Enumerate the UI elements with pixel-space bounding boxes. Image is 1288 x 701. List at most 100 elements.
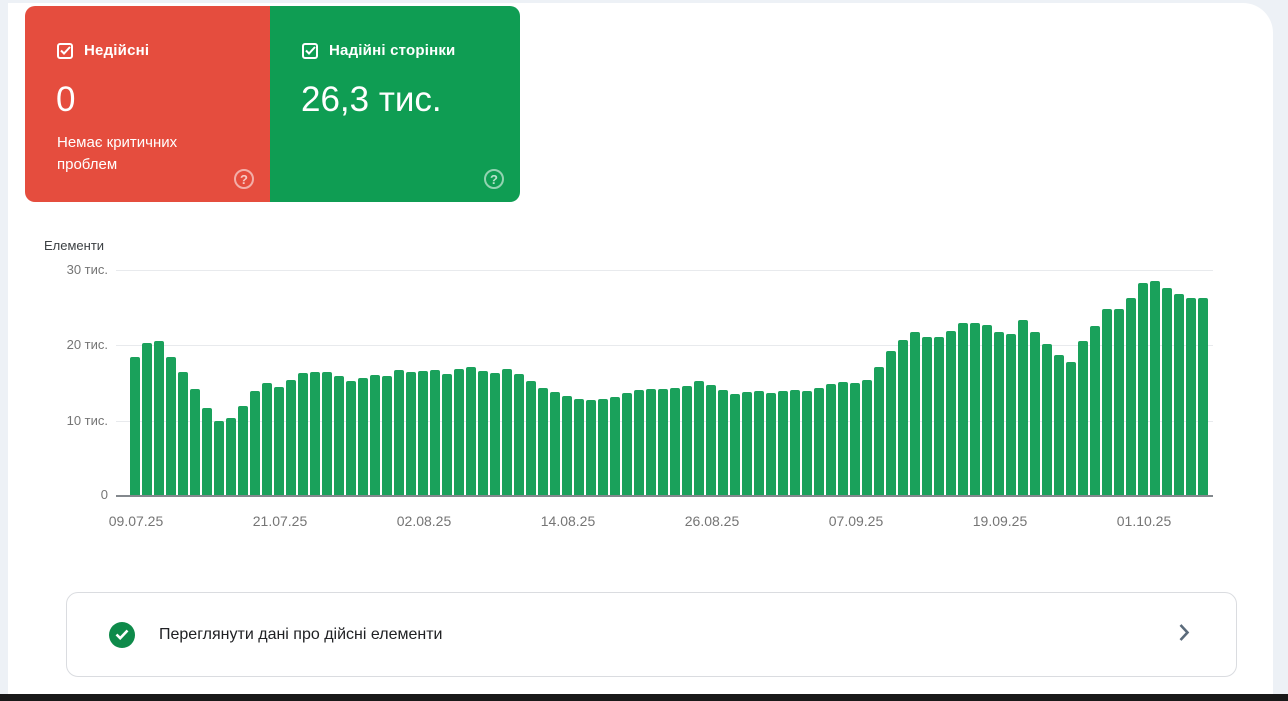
bar[interactable]	[1030, 332, 1040, 495]
bar[interactable]	[478, 371, 488, 495]
bar[interactable]	[286, 380, 296, 495]
bar[interactable]	[370, 375, 380, 495]
bar[interactable]	[1126, 298, 1136, 495]
help-icon[interactable]: ?	[234, 169, 254, 189]
bar[interactable]	[538, 388, 548, 495]
bar[interactable]	[622, 393, 632, 495]
bar[interactable]	[190, 389, 200, 495]
bar[interactable]	[550, 392, 560, 495]
bar[interactable]	[406, 372, 416, 495]
bar[interactable]	[310, 372, 320, 495]
bar[interactable]	[946, 331, 956, 495]
bar[interactable]	[130, 357, 140, 495]
bar[interactable]	[226, 418, 236, 495]
bar[interactable]	[1054, 355, 1064, 495]
bar[interactable]	[562, 396, 572, 495]
bar[interactable]	[598, 399, 608, 495]
chevron-right-icon[interactable]	[1178, 622, 1190, 647]
bar[interactable]	[682, 386, 692, 495]
bar[interactable]	[442, 374, 452, 495]
bar[interactable]	[754, 391, 764, 495]
bar[interactable]	[466, 367, 476, 495]
bar[interactable]	[922, 337, 932, 495]
bar[interactable]	[490, 373, 500, 495]
bar[interactable]	[634, 390, 644, 495]
bar[interactable]	[1066, 362, 1076, 495]
bar[interactable]	[1114, 309, 1124, 495]
bar[interactable]	[430, 370, 440, 495]
card-invalid-value: 0	[56, 80, 76, 119]
bar[interactable]	[814, 388, 824, 495]
bar[interactable]	[202, 408, 212, 495]
checkbox-invalid[interactable]	[57, 42, 73, 59]
bar[interactable]	[166, 357, 176, 495]
bar[interactable]	[934, 337, 944, 495]
bar[interactable]	[526, 381, 536, 495]
bar[interactable]	[1078, 341, 1088, 495]
bar[interactable]	[982, 325, 992, 495]
help-icon[interactable]: ?	[484, 169, 504, 189]
bar[interactable]	[322, 372, 332, 495]
bar[interactable]	[1018, 320, 1028, 495]
bar[interactable]	[850, 383, 860, 495]
bar[interactable]	[142, 343, 152, 495]
bar[interactable]	[454, 369, 464, 495]
bar[interactable]	[574, 399, 584, 495]
bar[interactable]	[718, 390, 728, 495]
bar[interactable]	[382, 376, 392, 495]
bar[interactable]	[178, 372, 188, 495]
bar[interactable]	[790, 390, 800, 495]
bar[interactable]	[1150, 281, 1160, 495]
valid-items-link-row[interactable]: Переглянути дані про дійсні елементи	[66, 592, 1237, 677]
bar[interactable]	[394, 370, 404, 495]
bar[interactable]	[238, 406, 248, 495]
bar[interactable]	[862, 380, 872, 495]
bar[interactable]	[838, 382, 848, 495]
bar[interactable]	[826, 384, 836, 495]
bar[interactable]	[1162, 288, 1172, 495]
bar[interactable]	[1198, 298, 1208, 495]
bar[interactable]	[1042, 344, 1052, 495]
bar[interactable]	[1102, 309, 1112, 495]
bar[interactable]	[1138, 283, 1148, 495]
bar[interactable]	[502, 369, 512, 495]
bar[interactable]	[958, 323, 968, 495]
bar[interactable]	[1090, 326, 1100, 495]
bar[interactable]	[514, 374, 524, 495]
bar[interactable]	[418, 371, 428, 495]
bar[interactable]	[154, 341, 164, 495]
bar[interactable]	[1006, 334, 1016, 495]
bar[interactable]	[898, 340, 908, 495]
bar[interactable]	[358, 378, 368, 495]
bar[interactable]	[610, 397, 620, 495]
bar[interactable]	[994, 332, 1004, 495]
bar[interactable]	[346, 381, 356, 495]
bar[interactable]	[886, 351, 896, 495]
bar[interactable]	[262, 383, 272, 495]
bar[interactable]	[730, 394, 740, 495]
bar[interactable]	[274, 387, 284, 495]
bar[interactable]	[646, 389, 656, 495]
bar[interactable]	[586, 400, 596, 495]
bar[interactable]	[766, 393, 776, 495]
bar[interactable]	[874, 367, 884, 495]
bar[interactable]	[658, 389, 668, 495]
x-axis-tick-label: 01.10.25	[1116, 513, 1172, 529]
bar[interactable]	[1174, 294, 1184, 495]
bar[interactable]	[970, 323, 980, 495]
card-invalid[interactable]: Недійсні 0 Немає критичних проблем ?	[25, 6, 270, 202]
bar[interactable]	[298, 373, 308, 495]
bar[interactable]	[742, 392, 752, 495]
bar[interactable]	[1186, 298, 1196, 495]
bar[interactable]	[910, 332, 920, 495]
bar[interactable]	[250, 391, 260, 495]
card-valid[interactable]: Надійні сторінки 26,3 тис. ?	[270, 6, 520, 202]
bar[interactable]	[694, 381, 704, 495]
bar[interactable]	[778, 391, 788, 495]
bar[interactable]	[670, 388, 680, 495]
bar[interactable]	[334, 376, 344, 495]
bar[interactable]	[802, 391, 812, 495]
checkbox-valid[interactable]	[302, 42, 318, 59]
bar[interactable]	[706, 385, 716, 495]
bar[interactable]	[214, 421, 224, 495]
